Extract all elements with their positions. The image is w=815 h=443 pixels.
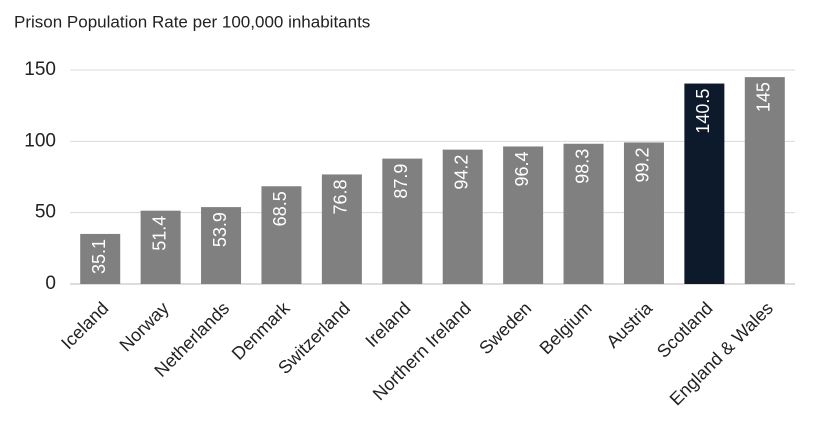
- chart-title: Prison Population Rate per 100,000 inhab…: [14, 12, 370, 31]
- value-label: 35.1: [89, 239, 109, 274]
- value-label: 145: [754, 82, 774, 112]
- bar: [382, 158, 423, 284]
- bar: [261, 186, 302, 284]
- value-label: 87.9: [391, 164, 411, 199]
- value-label: 76.8: [331, 179, 351, 214]
- x-tick-label: Iceland: [57, 298, 112, 353]
- x-tick-label: Ireland: [361, 298, 414, 351]
- y-tick-label: 0: [45, 273, 56, 294]
- bar: [503, 146, 544, 284]
- y-tick-label: 150: [24, 59, 56, 80]
- value-label: 98.3: [572, 149, 592, 184]
- bar: [684, 83, 725, 284]
- y-tick-label: 50: [35, 202, 56, 223]
- value-label: 94.2: [451, 155, 471, 190]
- x-tick-label: Norway: [116, 298, 173, 355]
- bar: [563, 143, 604, 284]
- bar: [321, 174, 362, 284]
- bar: [80, 233, 121, 284]
- bar: [744, 77, 785, 284]
- value-label: 68.5: [270, 191, 290, 226]
- bar: [442, 149, 483, 284]
- y-tick-label: 100: [24, 130, 56, 151]
- bar: [623, 142, 664, 284]
- x-tick-label: Belgium: [536, 298, 596, 358]
- value-label: 96.4: [512, 151, 532, 186]
- bar: [140, 210, 181, 284]
- value-label: 51.4: [149, 216, 169, 251]
- value-label: 53.9: [210, 212, 230, 247]
- x-tick-label: Austria: [602, 297, 656, 351]
- x-tick-label: Scotland: [653, 298, 717, 362]
- bar: [201, 207, 242, 284]
- value-label: 99.2: [633, 147, 653, 182]
- value-label: 140.5: [693, 89, 713, 134]
- x-tick-label: England & Wales: [666, 298, 777, 409]
- x-tick-label: Sweden: [475, 298, 535, 358]
